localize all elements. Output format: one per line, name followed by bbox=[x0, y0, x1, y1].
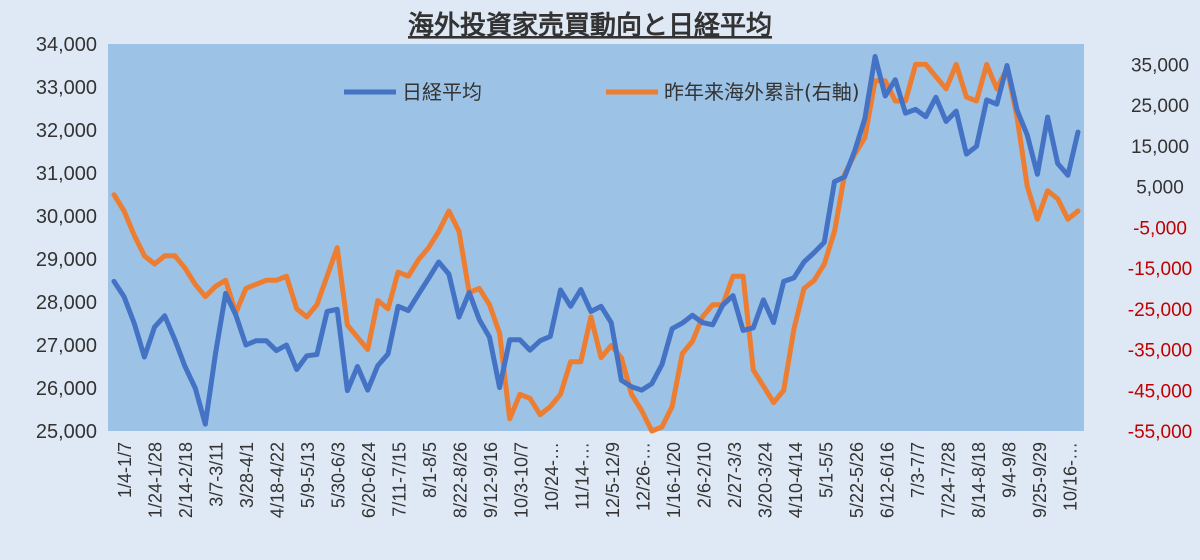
x-tick-label: 3/20-3/24 bbox=[755, 442, 775, 518]
x-tick-label: 5/9-5/13 bbox=[298, 442, 318, 508]
x-tick-label: 9/12-9/16 bbox=[481, 442, 501, 518]
y-left-tick-label: 27,000 bbox=[36, 335, 97, 357]
y-left-tick-label: 30,000 bbox=[36, 206, 97, 228]
x-tick-label: 10/16-… bbox=[1060, 442, 1080, 511]
x-tick-label: 1/4-1/7 bbox=[115, 442, 135, 498]
x-tick-label: 3/28-4/1 bbox=[237, 442, 257, 508]
y-right-tick-label: -15,000 bbox=[1128, 259, 1192, 280]
y-left-tick-label: 29,000 bbox=[36, 249, 97, 271]
x-tick-label: 4/10-4/14 bbox=[786, 442, 806, 518]
series-line-foreign-cumulative bbox=[111, 61, 1081, 434]
x-tick-label: 1/24-1/28 bbox=[145, 442, 165, 518]
y-left-tick-label: 26,000 bbox=[36, 378, 97, 400]
y-right-tick-label: 25,000 bbox=[1131, 96, 1189, 117]
x-tick-label: 8/1-8/5 bbox=[420, 442, 440, 498]
y-left-tick-label: 25,000 bbox=[36, 421, 97, 443]
x-tick-label: 5/22-5/26 bbox=[847, 442, 867, 518]
series-lines bbox=[111, 54, 1081, 434]
x-tick-label: 9/25-9/29 bbox=[1030, 442, 1050, 518]
x-tick-label: 2/27-3/3 bbox=[725, 442, 745, 508]
x-tick-label: 12/26-… bbox=[633, 442, 653, 511]
legend-label-nikkei: 日経平均 bbox=[402, 80, 482, 104]
y-axis-right: -55,000 -45,000 -35,000 -25,000 -15,000 -5,00… bbox=[1128, 55, 1192, 443]
legend: 日経平均 昨年来海外累計(右軸) bbox=[344, 80, 860, 104]
x-tick-label: 5/1-5/5 bbox=[816, 442, 836, 498]
y-right-tick-label: 35,000 bbox=[1131, 55, 1189, 76]
x-tick-label: 6/12-6/16 bbox=[877, 442, 897, 518]
y-right-tick-label: 15,000 bbox=[1131, 137, 1189, 158]
x-tick-label: 7/11-7/15 bbox=[389, 442, 409, 517]
x-tick-label: 4/18-4/22 bbox=[267, 442, 287, 518]
y-right-tick-label: -25,000 bbox=[1128, 300, 1192, 321]
x-tick-label: 3/7-3/11 bbox=[206, 442, 226, 507]
series-line-nikkei bbox=[111, 54, 1081, 427]
x-tick-label: 8/14-8/18 bbox=[969, 442, 989, 518]
x-tick-label: 8/22-8/26 bbox=[450, 442, 470, 518]
legend-label-foreign: 昨年来海外累計(右軸) bbox=[664, 80, 860, 104]
x-tick-label: 7/24-7/28 bbox=[938, 442, 958, 518]
x-tick-label: 9/4-9/8 bbox=[999, 442, 1019, 498]
y-right-tick-label: -5,000 bbox=[1133, 218, 1187, 239]
x-tick-label: 2/14-2/18 bbox=[176, 442, 196, 518]
y-left-tick-label: 32,000 bbox=[36, 120, 97, 142]
y-left-tick-label: 31,000 bbox=[36, 163, 97, 185]
x-tick-label: 6/20-6/24 bbox=[359, 442, 379, 518]
y-left-tick-label: 33,000 bbox=[36, 77, 97, 99]
y-right-tick-label: -35,000 bbox=[1128, 341, 1192, 362]
y-left-tick-label: 28,000 bbox=[36, 292, 97, 314]
x-tick-label: 12/5-12/9 bbox=[603, 442, 623, 518]
x-tick-label: 10/24-… bbox=[542, 442, 562, 511]
x-tick-label: 5/30-6/3 bbox=[328, 442, 348, 508]
x-tick-label: 11/14-… bbox=[572, 442, 592, 510]
y-left-tick-label: 34,000 bbox=[36, 34, 97, 56]
y-right-tick-label: -55,000 bbox=[1128, 422, 1192, 443]
plot-area bbox=[108, 44, 1084, 431]
x-tick-label: 2/6-2/10 bbox=[694, 442, 714, 508]
chart-title: 海外投資家売買動向と日経平均 bbox=[408, 10, 772, 41]
x-axis: 1/4-1/7 1/24-1/28 2/14-2/18 3/7-3/11 3/28-4/… bbox=[115, 442, 1081, 518]
x-tick-label: 7/3-7/7 bbox=[908, 442, 928, 498]
y-right-tick-label: 5,000 bbox=[1136, 178, 1184, 199]
x-tick-label: 1/16-1/20 bbox=[664, 442, 684, 518]
y-axis-left: 25,000 26,000 27,000 28,000 29,000 30,000 31,0… bbox=[36, 34, 97, 443]
y-right-tick-label: -45,000 bbox=[1128, 381, 1192, 402]
x-tick-label: 10/3-10/7 bbox=[511, 442, 531, 518]
